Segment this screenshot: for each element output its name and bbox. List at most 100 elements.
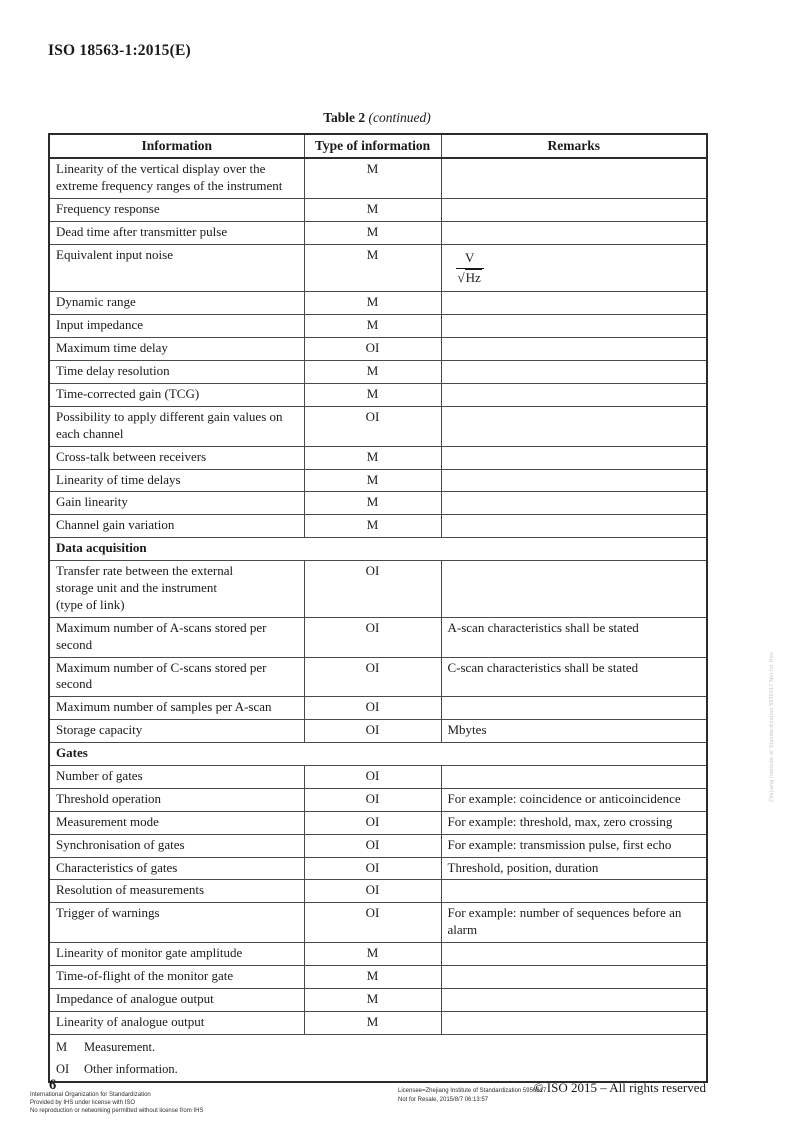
type-cell: M xyxy=(303,965,442,989)
info-cell: Linearity of monitor gate amplitude xyxy=(48,942,305,967)
type-cell: OI xyxy=(303,656,442,698)
remarks-cell xyxy=(440,560,708,618)
type-cell: M xyxy=(303,1010,442,1035)
footer-left-block: International Organization for Standardi… xyxy=(30,1091,203,1115)
table-row: Maximum number of A-scans stored per sec… xyxy=(48,616,708,658)
info-cell: Time-corrected gain (TCG) xyxy=(48,383,305,407)
type-cell: OI xyxy=(303,719,442,744)
info-cell: Possibility to apply different gain valu… xyxy=(48,405,305,447)
footnote-oi: OI Other information. xyxy=(56,1061,700,1077)
type-cell: OI xyxy=(303,902,442,944)
info-cell: Maximum number of samples per A-scan xyxy=(48,696,305,721)
info-cell: Input impedance xyxy=(48,314,305,339)
info-cell: Characteristics of gates xyxy=(48,856,305,881)
footnote-m-text: Measurement. xyxy=(84,1039,156,1054)
table-row: Number of gates OI xyxy=(48,765,708,789)
type-cell: OI xyxy=(303,337,442,362)
table-row: Dead time after transmitter pulse M xyxy=(48,220,708,245)
remarks-cell xyxy=(440,965,708,989)
type-cell: M xyxy=(303,987,442,1012)
footnote-m: M Measurement. xyxy=(56,1039,700,1055)
table-row: Threshold operation OI For example: coinci… xyxy=(48,787,708,812)
remarks-cell: V √Hz xyxy=(440,243,708,293)
info-cell: Linearity of time delays xyxy=(48,468,305,493)
table-row: Trigger of warnings OI For example: number… xyxy=(48,902,708,944)
type-cell: OI xyxy=(303,879,442,904)
info-cell: Maximum number of A-scans stored per sec… xyxy=(48,616,305,658)
table-row: Possibility to apply different gain valu… xyxy=(48,405,708,447)
info-cell: Trigger of warnings xyxy=(48,902,305,944)
table-row: Impedance of analogue output M xyxy=(48,987,708,1012)
remarks-cell: For example: number of sequences before … xyxy=(440,902,708,944)
remarks-cell: For example: transmission pulse, first e… xyxy=(440,833,708,858)
type-cell: OI xyxy=(303,787,442,812)
info-cell: Channel gain variation xyxy=(48,514,305,539)
type-cell: M xyxy=(303,197,442,222)
footnote-m-key: M xyxy=(56,1039,68,1054)
table-row: Time delay resolution M xyxy=(48,360,708,384)
info-cell: Frequency response xyxy=(48,197,305,222)
remarks-cell xyxy=(440,314,708,339)
table-row: Time-corrected gain (TCG) M xyxy=(48,383,708,407)
table-row: Cross-talk between receivers M xyxy=(48,445,708,470)
table-row: Measurement mode OI For example: threshold… xyxy=(48,810,708,835)
table-row: Dynamic range M xyxy=(48,291,708,316)
type-cell: M xyxy=(303,360,442,384)
column-header-information: Information xyxy=(48,133,305,159)
table-row: Linearity of analogue output M xyxy=(48,1010,708,1035)
table-row: Linearity of time delays M xyxy=(48,468,708,493)
remarks-cell: For example: coincidence or anticoincide… xyxy=(440,787,708,812)
table-row: Maximum number of C-scans stored per sec… xyxy=(48,656,708,698)
remarks-cell xyxy=(440,157,708,199)
table-body: Linearity of the vertical display over t… xyxy=(48,157,708,1035)
type-cell: M xyxy=(303,468,442,493)
table-row: Frequency response M xyxy=(48,197,708,222)
remarks-cell: Mbytes xyxy=(440,719,708,744)
vertical-watermark: Zhejiang Institute of Standardization 59… xyxy=(769,652,775,802)
remarks-cell xyxy=(440,445,708,470)
section-label: Gates xyxy=(48,742,708,767)
table-title-suffix: (continued) xyxy=(368,110,431,125)
info-cell: Threshold operation xyxy=(48,787,305,812)
footer-license-block: Licensee=Zhejiang Institute of Standardi… xyxy=(398,1087,546,1105)
table-row: Maximum time delay OI xyxy=(48,337,708,362)
section-row: Gates xyxy=(48,742,708,767)
table-row: Time-of-flight of the monitor gate M xyxy=(48,965,708,989)
section-row: Data acquisition xyxy=(48,537,708,562)
type-cell: OI xyxy=(303,560,442,618)
table-2: Information Type of information Remarks … xyxy=(48,133,708,1084)
copyright-notice: © ISO 2015 – All rights reserved xyxy=(533,1080,706,1095)
remarks-cell xyxy=(440,220,708,245)
table-row: Linearity of the vertical display over t… xyxy=(48,157,708,199)
table-row: Transfer rate between the external storag… xyxy=(48,560,708,618)
remarks-cell xyxy=(440,405,708,447)
remarks-cell xyxy=(440,1010,708,1035)
info-cell: Time delay resolution xyxy=(48,360,305,384)
remarks-cell xyxy=(440,337,708,362)
remarks-cell xyxy=(440,197,708,222)
remarks-cell xyxy=(440,987,708,1012)
info-cell: Resolution of measurements xyxy=(48,879,305,904)
column-header-remarks: Remarks xyxy=(440,133,708,159)
remarks-cell xyxy=(440,879,708,904)
remarks-cell xyxy=(440,942,708,967)
table-row: Linearity of monitor gate amplitude M xyxy=(48,942,708,967)
info-cell: Maximum time delay xyxy=(48,337,305,362)
remarks-cell: Threshold, position, duration xyxy=(440,856,708,881)
type-cell: OI xyxy=(303,696,442,721)
type-cell: OI xyxy=(303,405,442,447)
info-cell: Synchronisation of gates xyxy=(48,833,305,858)
info-cell: Dynamic range xyxy=(48,291,305,316)
table-row: Channel gain variation M xyxy=(48,514,708,539)
type-cell: M xyxy=(303,220,442,245)
footer-license-line: Licensee=Zhejiang Institute of Standardi… xyxy=(398,1088,547,1094)
remarks-cell xyxy=(440,765,708,789)
remarks-cell xyxy=(440,696,708,721)
info-cell: Gain linearity xyxy=(48,491,305,516)
table-row: Equivalent input noise M V √Hz xyxy=(48,243,708,293)
table-row: Resolution of measurements OI xyxy=(48,879,708,904)
type-cell: M xyxy=(303,314,442,339)
remarks-cell xyxy=(440,360,708,384)
remarks-cell xyxy=(440,291,708,316)
info-cell: Time-of-flight of the monitor gate xyxy=(48,965,305,989)
